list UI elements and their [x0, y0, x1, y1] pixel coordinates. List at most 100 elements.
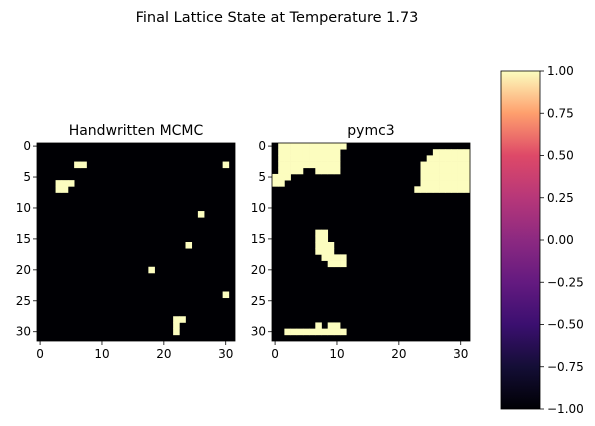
heatmap-cell — [315, 143, 322, 150]
heatmap-cell — [321, 167, 329, 175]
heatmap-cell — [445, 180, 452, 187]
heatmap-cell — [426, 161, 434, 169]
x-tick-label: 0 — [271, 347, 279, 361]
heatmap-cell — [420, 180, 428, 187]
heatmap-cell — [327, 322, 335, 329]
heatmap-cell — [445, 155, 452, 162]
heatmap-cell — [333, 260, 341, 268]
heatmap-cell — [315, 167, 322, 175]
heatmap-cell — [197, 211, 205, 218]
heatmap-cell — [222, 291, 230, 299]
heatmap-cell — [302, 143, 310, 150]
heatmap-cell — [327, 254, 335, 261]
heatmap-cell — [296, 328, 304, 336]
y-tick-label: 0 — [258, 139, 266, 153]
colorbar-tick-label: −1.00 — [547, 402, 584, 416]
heatmap-cell — [340, 328, 347, 336]
heatmap-cell — [439, 155, 446, 162]
heatmap-cell — [61, 180, 69, 187]
heatmap-cell — [284, 143, 291, 150]
heatmap-cell — [451, 173, 458, 181]
y-tick-label: 15 — [251, 232, 266, 246]
heatmap-cell — [439, 161, 446, 169]
heatmap-cell — [67, 180, 75, 187]
heatmap-cell — [61, 186, 69, 193]
heatmap-cell — [321, 155, 329, 162]
x-tick-label: 0 — [36, 347, 44, 361]
colorbar-tick-label: −0.50 — [547, 318, 584, 332]
heatmap-cell — [74, 161, 81, 169]
y-tick-label: 15 — [16, 232, 31, 246]
y-tick-label: 10 — [16, 201, 31, 215]
heatmap-cell — [420, 167, 428, 175]
heatmap-cell — [445, 149, 452, 156]
heatmap-cell — [302, 328, 310, 336]
colorbar-tick-label: 0.00 — [547, 233, 574, 247]
colorbar-tick-label: −0.75 — [547, 360, 584, 374]
heatmap-cell — [463, 149, 471, 156]
heatmap-cell — [309, 143, 316, 150]
heatmap-cell — [315, 235, 322, 243]
heatmap-cell — [327, 149, 335, 156]
heatmap-cell — [278, 143, 285, 150]
heatmap-cell — [222, 161, 230, 169]
heatmap-cell — [148, 266, 155, 274]
heatmap-cell — [333, 149, 341, 156]
heatmap-cell — [457, 167, 465, 175]
heatmap-cell — [296, 149, 304, 156]
heatmap-cell — [340, 143, 347, 150]
colorbar-gradient — [501, 71, 540, 409]
heatmap-cell — [284, 167, 291, 175]
colorbar-tick-label: 1.00 — [547, 64, 574, 78]
colorbar-tick-label: 0.75 — [547, 106, 574, 120]
heatmap-cell — [432, 180, 440, 187]
heatmap-cell — [55, 186, 63, 193]
heatmap-cell — [463, 161, 471, 169]
heatmap-cell — [309, 155, 316, 162]
heatmap-cell — [290, 328, 298, 336]
heatmap-cell — [309, 149, 316, 156]
heatmap-cell — [278, 167, 285, 175]
axes-frame — [271, 142, 471, 342]
y-tick-label: 30 — [16, 325, 31, 339]
y-tick-label: 10 — [251, 201, 266, 215]
heatmap-cell — [272, 173, 279, 181]
heatmap-cell — [451, 155, 458, 162]
axes-frame — [36, 142, 236, 342]
heatmap-cell — [185, 242, 193, 249]
heatmap-cell — [80, 161, 87, 169]
heatmap-cell — [432, 149, 440, 156]
y-tick-label: 25 — [251, 294, 266, 308]
heatmap-cell — [463, 167, 471, 175]
heatmap-cell — [445, 161, 452, 169]
heatmap-cell — [457, 186, 465, 193]
heatmap-cell — [333, 167, 341, 175]
heatmap-cell — [302, 161, 310, 169]
heatmap-cell — [457, 149, 465, 156]
heatmap-cell — [445, 173, 452, 181]
heatmap-cell — [451, 180, 458, 187]
heatmap-cell — [321, 248, 329, 255]
heatmap-cell — [327, 328, 335, 336]
heatmap-cell — [445, 186, 452, 193]
colorbar-tick-label: 0.50 — [547, 149, 574, 163]
heatmap-panel-handwritten-mcmc: Handwritten MCMC 0 10 20 30 0 5 10 15 20 25 30 — [16, 123, 236, 361]
heatmap-cell — [290, 155, 298, 162]
heatmap-cell — [173, 328, 180, 336]
heatmap-cell — [315, 322, 322, 329]
heatmap-cell — [284, 328, 291, 336]
colorbar-tick-label: 0.25 — [547, 191, 574, 205]
heatmap-cell — [463, 173, 471, 181]
heatmap-cell — [284, 149, 291, 156]
heatmap-cell — [315, 155, 322, 162]
x-tick-label: 30 — [218, 347, 233, 361]
heatmap-cell — [463, 180, 471, 187]
heatmap-background — [37, 143, 235, 341]
heatmap-cell — [302, 155, 310, 162]
heatmap-cell — [432, 173, 440, 181]
x-tick-label: 10 — [329, 347, 344, 361]
heatmap-cell — [173, 316, 180, 323]
heatmap-cell — [321, 254, 329, 261]
x-tick-label: 20 — [156, 347, 171, 361]
heatmap-cell — [309, 328, 316, 336]
